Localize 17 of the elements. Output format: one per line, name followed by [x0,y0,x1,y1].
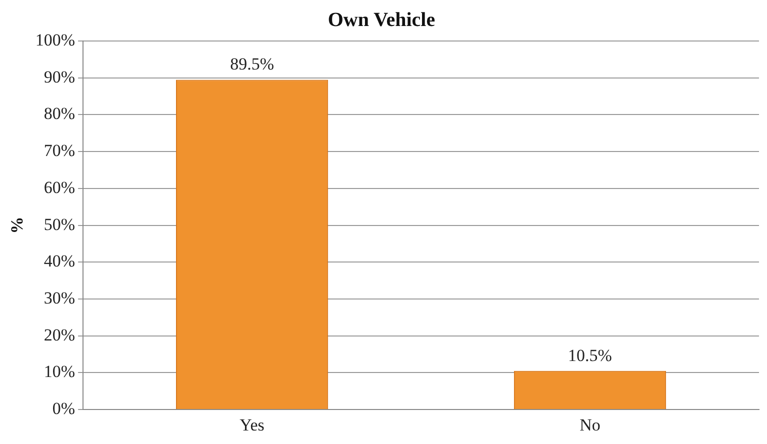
x-tick-label: No [580,415,600,434]
y-tick-label: 30% [44,288,76,308]
y-tick-label: 80% [44,104,76,124]
y-tick-label: 60% [44,178,76,197]
y-tick-label: 50% [44,214,76,234]
data-label: 89.5% [230,54,274,74]
chart-title: Own Vehicle [328,9,436,32]
x-tick-label: Yes [240,415,264,434]
y-tick-label: 100% [35,30,76,50]
y-tick-label: 0% [52,399,76,418]
y-tick-label: 70% [44,141,76,160]
y-tick-label: 90% [44,67,76,86]
y-tick-label: 40% [44,252,76,271]
y-tick-label: 20% [44,325,76,344]
y-tick-label: 10% [44,362,76,382]
y-axis-title: % [8,216,27,234]
data-label: 10.5% [568,346,612,365]
